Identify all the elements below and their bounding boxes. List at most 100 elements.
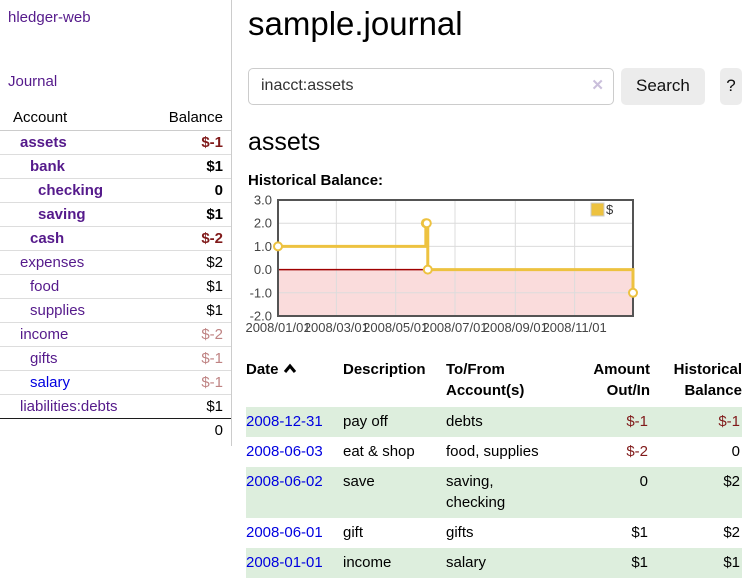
y-tick-label: 1.0 [254,239,272,254]
register-header-row: Date Description To/From Account(s) Amou… [246,356,742,407]
app-brand: hledger-web [8,8,231,28]
data-point [421,218,432,229]
main-content: sample.journal ✕ Search ? assets Histori… [245,0,742,579]
account-link[interactable]: cash [30,230,65,247]
register-row: 2008-12-31 pay off debts $-1 $-1 [246,406,742,438]
account-heading: assets [248,127,321,156]
register-col-amount: Amount Out/In [593,361,650,399]
account-link[interactable]: checking [38,182,104,199]
y-tick-label: 0.0 [254,263,272,278]
accounts-total-row: 0 [0,418,231,442]
chart-title: Historical Balance: [248,172,384,190]
account-link[interactable]: liabilities:debts [20,398,118,415]
x-tick-label: 2008/05/01 [363,320,428,335]
transaction-amount: $-2 [626,443,648,461]
x-tick-label: 2008/09/01 [483,320,548,335]
chart-wrap: $3.0 2.0 1.0 0.0 -1.0 -2.0 2008/01/01 2008/03/0… [245,193,742,346]
account-row: cash $-2 [0,226,231,251]
transaction-balance: $2 [723,473,740,491]
account-balance: $1 [151,298,231,323]
transaction-description: save [343,473,375,491]
register-row: 2008-06-02 save saving, checking 0 $2 [246,467,742,518]
account-balance: $1 [151,394,231,419]
transaction-date-link[interactable]: 2008-06-02 [246,473,323,491]
brand-link[interactable]: hledger-web [8,9,91,26]
transaction-amount: 0 [639,473,648,491]
historical-balance-chart: $3.0 2.0 1.0 0.0 -1.0 -2.02008/01/012008/03/0… [245,193,638,335]
account-balance: $-1 [201,134,223,151]
account-link[interactable]: food [30,278,60,295]
register-table-body: 2008-12-31 pay off debts $-1 $-1 2008-06-03 ea… [246,406,742,579]
help-button[interactable]: ? [719,67,742,105]
account-balance: 0 [151,178,231,203]
accounts-table-header: Account Balance [0,106,231,131]
register-col-accounts: To/From Account(s) [446,361,525,399]
transaction-balance: $1 [723,554,740,572]
account-link[interactable]: salary [30,374,71,391]
y-tick-label: -1.0 [250,286,272,301]
page-title: sample.journal [248,5,463,42]
search-button[interactable]: Search [621,67,705,105]
accounts-table: Account Balance assets $-1 bank $1 checking 0… [0,106,231,442]
x-tick-label: 2008/11/01 [543,320,607,335]
transaction-date-link[interactable]: 2008-01-01 [246,554,323,572]
transaction-description: gift [343,523,364,541]
account-row: income $-2 [0,322,231,347]
transaction-date-link[interactable]: 2008-06-03 [246,443,323,461]
x-tick-label: 2008/01/01 [246,320,311,335]
account-balance: $2 [151,250,231,275]
data-point [422,265,433,276]
accounts-col-balance: Balance [151,106,231,131]
transaction-description: pay off [343,412,388,430]
search-input[interactable] [248,67,614,105]
account-balance: $1 [151,154,231,179]
account-balance: $1 [151,202,231,227]
account-row: salary $-1 [0,370,231,395]
sort-asc-icon [283,360,297,380]
transaction-accounts: saving, checking [446,473,506,511]
account-link[interactable]: saving [38,206,86,223]
account-link[interactable]: assets [20,134,67,151]
transaction-balance: $2 [723,523,740,541]
accounts-table-body: assets $-1 bank $1 checking 0 saving $1 cash $-2 e… [0,131,231,419]
account-row: saving $1 [0,202,231,227]
search-box: ✕ [248,67,614,105]
plot-border [277,199,634,318]
account-link[interactable]: income [20,326,69,343]
transaction-accounts: gifts [446,523,474,541]
x-tick-label: 2008/07/01 [422,320,487,335]
register-col-date[interactable]: Date [246,356,343,407]
register-col-balance: Historical Balance [673,361,742,399]
sidebar: hledger-web Journal Account Balance asse… [0,0,232,446]
account-row: expenses $2 [0,250,231,275]
account-row: food $1 [0,274,231,299]
y-tick-label: 3.0 [254,193,272,208]
transaction-balance: 0 [731,443,740,461]
account-link[interactable]: bank [30,158,66,175]
register-row: 2008-06-03 eat & shop food, supplies $-2 0 [246,437,742,467]
transaction-date-link[interactable]: 2008-12-31 [246,412,323,430]
transaction-accounts: salary [446,554,487,572]
transaction-balance: $-1 [718,412,740,430]
account-balance: $-1 [151,370,231,395]
transaction-amount: $-1 [626,412,648,430]
account-row: liabilities:debts $1 [0,394,231,419]
account-balance: $1 [151,274,231,299]
account-link[interactable]: gifts [30,350,58,367]
legend-label: $ [606,202,614,217]
sidebar-nav: Journal [8,72,231,92]
sidebar-item-journal[interactable]: Journal [8,73,58,90]
clear-search-icon[interactable]: ✕ [591,76,604,94]
transaction-date-link[interactable]: 2008-06-01 [246,523,323,541]
register-col-description: Description [343,361,426,379]
account-row: supplies $1 [0,298,231,323]
y-tick-label: -2.0 [250,309,272,324]
account-link[interactable]: supplies [30,302,86,319]
transaction-description: income [343,554,392,572]
account-link[interactable]: expenses [20,254,85,271]
account-row: bank $1 [0,154,231,179]
register-row: 2008-01-01 income salary $1 $1 [246,548,742,579]
x-tick-label: 2008/03/01 [304,320,369,335]
account-balance: $-2 [151,322,231,347]
transaction-amount: $1 [631,523,648,541]
